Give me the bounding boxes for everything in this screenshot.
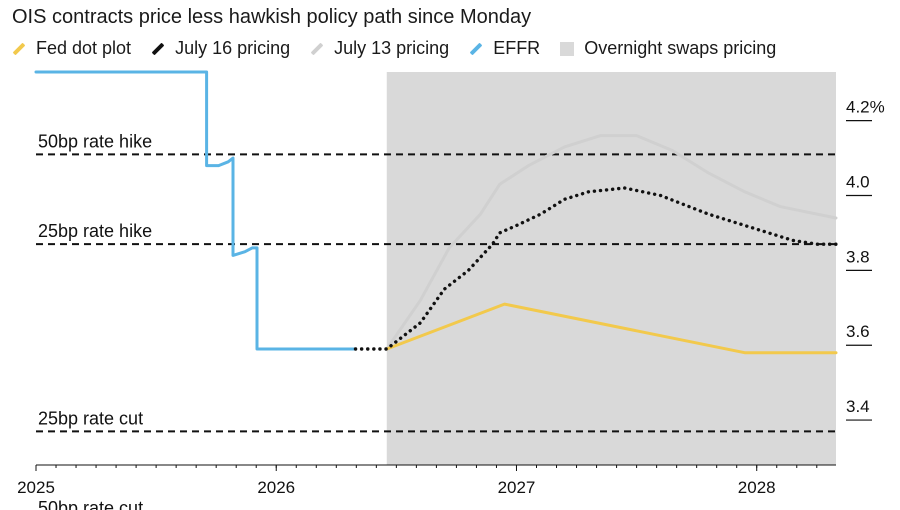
series-effr-line: [34, 70, 357, 351]
x-tick-label-2028: 2028: [738, 478, 776, 497]
y-tick-label-4-0: 4.0: [846, 173, 870, 192]
25bp-rate-hike-label: 25bp rate hike: [38, 221, 152, 241]
legend-label: July 13 pricing: [334, 38, 450, 58]
x-tick-label-2026: 2026: [257, 478, 295, 497]
x-tick-label-2027: 2027: [498, 478, 536, 497]
x-tick-label-2025: 2025: [17, 478, 55, 497]
legend-item-effr: EFFR: [469, 38, 540, 59]
legend-item-july-16: July 16 pricing: [151, 38, 290, 59]
overnight-swaps-swatch: [560, 41, 575, 56]
chart-title: OIS contracts price less hawkish policy …: [12, 6, 532, 28]
y-tick-label-3-4: 3.4: [846, 397, 870, 416]
y-tick-label-4-2: 4.2%: [846, 98, 885, 117]
legend-label: Fed dot plot: [36, 38, 132, 58]
25bp-rate-cut-label: 25bp rate cut: [38, 408, 143, 428]
series-fed-dot-plot-line: [385, 302, 838, 355]
y-tick-label-3-8: 3.8: [846, 247, 870, 266]
overnight-swaps-shading: [386, 72, 836, 465]
50bp-rate-hike-label: 50bp rate hike: [38, 131, 152, 151]
legend-item-july-13: July 13 pricing: [310, 38, 449, 59]
legend-item-fed-dot-plot: Fed dot plot: [12, 38, 131, 59]
legend-label: EFFR: [493, 38, 541, 58]
series-july-13-pricing-line: [385, 134, 838, 351]
legend: Fed dot plot July 16 pricing July 13 pri…: [12, 38, 796, 59]
y-tick-label-3-6: 3.6: [846, 322, 870, 341]
legend-label: Overnight swaps pricing: [584, 38, 777, 58]
50bp-rate-cut-label: 50bp rate cut: [38, 498, 143, 510]
series-july-16-pricing-line: [353, 186, 838, 351]
legend-label: July 16 pricing: [175, 38, 291, 58]
legend-item-overnight-swaps: Overnight swaps pricing: [560, 38, 776, 59]
